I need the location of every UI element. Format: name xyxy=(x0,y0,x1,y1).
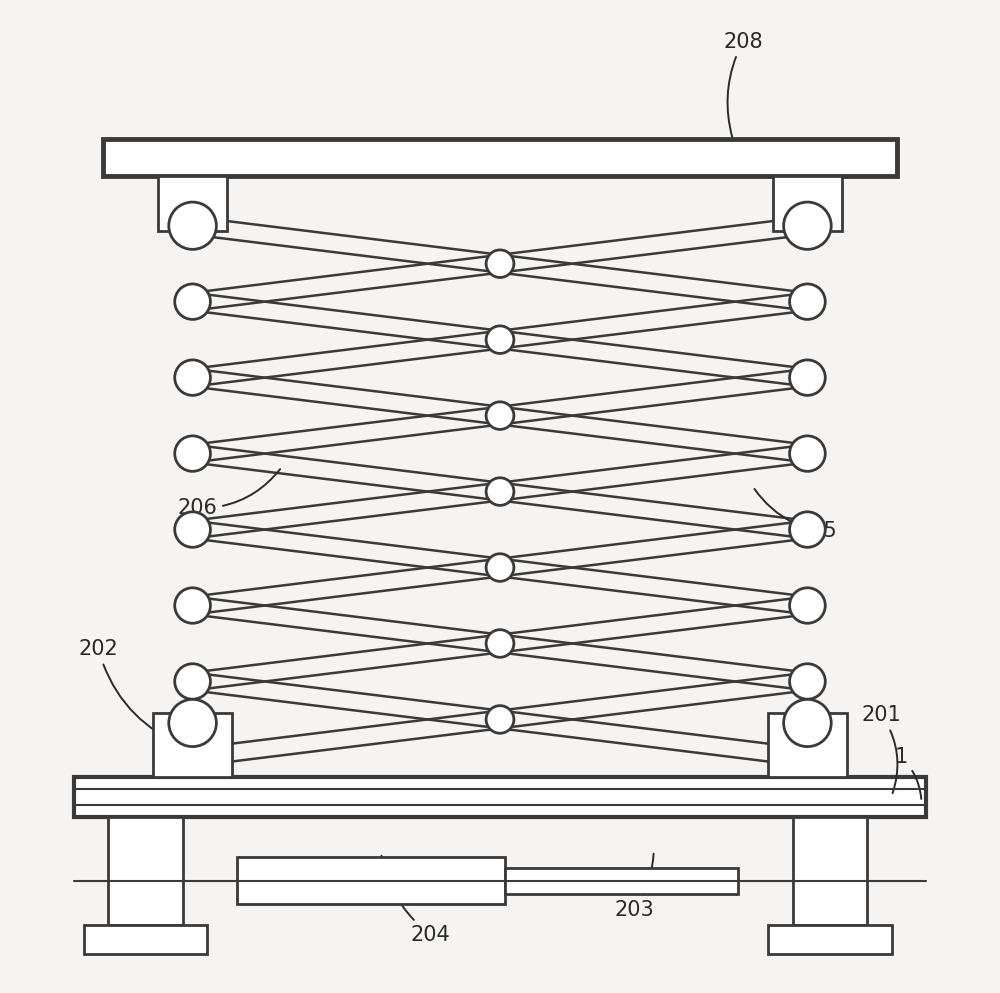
Bar xyxy=(108,816,183,924)
Circle shape xyxy=(486,554,514,581)
Text: 206: 206 xyxy=(178,469,280,518)
Circle shape xyxy=(486,478,514,505)
Circle shape xyxy=(790,436,825,472)
Text: 203: 203 xyxy=(614,854,654,921)
Bar xyxy=(103,139,897,177)
Circle shape xyxy=(790,588,825,624)
Text: 202: 202 xyxy=(78,639,185,747)
Circle shape xyxy=(175,588,210,624)
Circle shape xyxy=(486,630,514,657)
Circle shape xyxy=(175,359,210,395)
Bar xyxy=(84,924,207,954)
Circle shape xyxy=(486,706,514,733)
Circle shape xyxy=(486,402,514,429)
Circle shape xyxy=(169,203,216,249)
Circle shape xyxy=(790,359,825,395)
Circle shape xyxy=(486,326,514,354)
Bar xyxy=(768,713,847,778)
Bar xyxy=(153,713,232,778)
Circle shape xyxy=(175,208,210,243)
Circle shape xyxy=(175,511,210,547)
Bar xyxy=(793,816,867,924)
Bar xyxy=(505,868,738,894)
Text: 1: 1 xyxy=(895,748,921,799)
Circle shape xyxy=(790,284,825,320)
Circle shape xyxy=(175,436,210,472)
Circle shape xyxy=(169,699,216,747)
Text: 201: 201 xyxy=(862,705,902,793)
Bar xyxy=(158,177,227,230)
Circle shape xyxy=(784,203,831,249)
Text: 204: 204 xyxy=(381,856,450,944)
Circle shape xyxy=(486,250,514,277)
Circle shape xyxy=(790,208,825,243)
Circle shape xyxy=(790,663,825,699)
Bar xyxy=(237,857,505,905)
Bar xyxy=(74,778,926,816)
Text: 205: 205 xyxy=(754,489,837,541)
Circle shape xyxy=(784,699,831,747)
Circle shape xyxy=(790,740,825,776)
Circle shape xyxy=(175,663,210,699)
Circle shape xyxy=(175,740,210,776)
Bar xyxy=(773,177,842,230)
Bar xyxy=(768,924,892,954)
Circle shape xyxy=(790,511,825,547)
Text: 207: 207 xyxy=(783,201,822,232)
Circle shape xyxy=(175,284,210,320)
Text: 208: 208 xyxy=(723,32,763,137)
